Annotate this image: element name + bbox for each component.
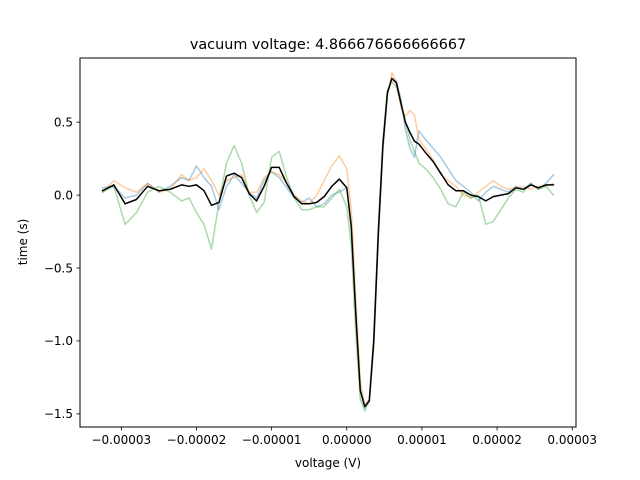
y-axis-label: time (s) (16, 219, 30, 266)
x-tick-label: 0.00001 (397, 433, 447, 447)
x-tick-label: −0.00001 (242, 433, 302, 447)
plot-frame (79, 57, 577, 428)
y-tick-label: −1.5 (44, 407, 73, 421)
y-tick-label: 0.0 (54, 188, 73, 202)
x-axis-ticks: −0.00003 −0.00002 −0.00001 0.00000 0.00001 0.… (91, 427, 597, 447)
chart-title: vacuum voltage: 4.866676666666667 (190, 37, 466, 53)
y-tick-label: −0.5 (44, 261, 73, 275)
y-tick-label: −1.0 (44, 334, 73, 348)
x-tick-label: −0.00003 (91, 433, 151, 447)
y-axis-ticks: −1.5 −1.0 −0.5 0.0 0.5 (44, 115, 80, 421)
series-line-4 (101, 77, 555, 408)
plot-series (101, 71, 555, 412)
x-tick-label: −0.00002 (167, 433, 227, 447)
x-tick-label: 0.00002 (472, 433, 522, 447)
x-tick-label: 0.00000 (322, 433, 372, 447)
x-tick-label: 0.00003 (547, 433, 597, 447)
x-axis-label: voltage (V) (295, 456, 361, 470)
y-tick-label: 0.5 (54, 115, 73, 129)
